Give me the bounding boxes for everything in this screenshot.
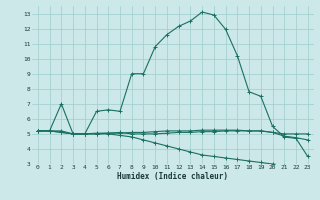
X-axis label: Humidex (Indice chaleur): Humidex (Indice chaleur) [117,172,228,181]
